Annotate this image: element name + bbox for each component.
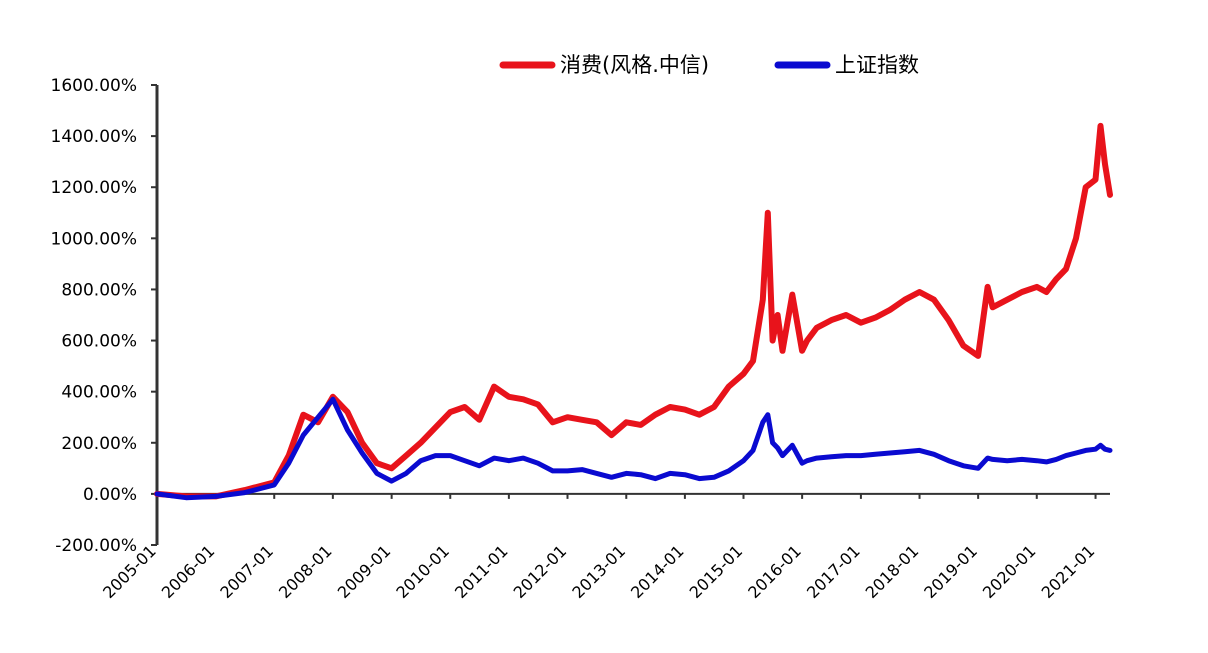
x-tick-label: 2020-01 — [979, 541, 1040, 602]
x-axis: 2005-012006-012007-012008-012009-012010-… — [99, 492, 1110, 602]
y-tick-label: 0.00% — [83, 485, 137, 505]
series-line-consumption — [154, 122, 1113, 500]
legend-entry-shanghai-index: 上证指数 — [774, 53, 919, 77]
x-tick-label: 2006-01 — [158, 541, 219, 602]
x-tick-label: 2019-01 — [920, 541, 981, 602]
y-tick-label: 1400.00% — [51, 127, 137, 147]
x-tick-label: 2017-01 — [803, 541, 864, 602]
x-tick-label: 2012-01 — [510, 541, 571, 602]
legend-entry-consumption: 消费(风格.中信) — [499, 53, 709, 77]
x-tick-label: 2007-01 — [216, 541, 277, 602]
x-tick-label: 2011-01 — [451, 541, 512, 602]
y-tick-label: 1000.00% — [51, 229, 137, 249]
y-tick-label: 800.00% — [61, 280, 137, 300]
x-tick-label: 2014-01 — [627, 541, 688, 602]
y-tick-label: -200.00% — [55, 536, 137, 556]
legend-label-consumption: 消费(风格.中信) — [560, 53, 709, 77]
y-tick-label: 1600.00% — [51, 76, 137, 96]
x-tick-label: 2013-01 — [568, 541, 629, 602]
x-tick-label: 2008-01 — [275, 541, 336, 602]
x-tick-label: 2021-01 — [1038, 541, 1099, 602]
y-tick-label: 600.00% — [61, 332, 137, 352]
plot-area — [154, 122, 1113, 501]
y-axis: -200.00% 0.00% 200.00% 400.00% 600.00% 800.00… — [51, 76, 159, 556]
y-tick-label: 1200.00% — [51, 178, 137, 198]
x-tick-label: 2018-01 — [862, 541, 923, 602]
y-tick-label: 400.00% — [61, 383, 137, 403]
series-line-shanghai-index — [154, 396, 1113, 501]
x-tick-label: 2015-01 — [686, 541, 747, 602]
x-tick-label: 2016-01 — [744, 541, 805, 602]
y-tick-label: 200.00% — [61, 434, 137, 454]
legend-label-shanghai-index: 上证指数 — [835, 53, 919, 77]
x-tick-label: 2009-01 — [334, 541, 395, 602]
legend: 消费(风格.中信) 上证指数 — [499, 53, 919, 77]
x-tick-label: 2010-01 — [392, 541, 453, 602]
